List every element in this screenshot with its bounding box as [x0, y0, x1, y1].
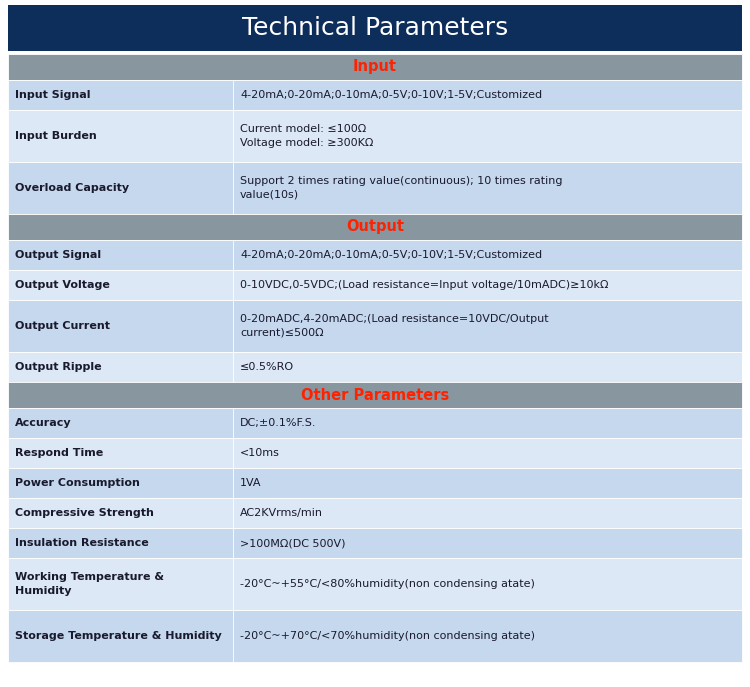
Bar — [8, 300, 742, 352]
Text: Output: Output — [346, 220, 404, 234]
Text: Power Consumption: Power Consumption — [15, 478, 140, 488]
Text: Support 2 times rating value(continuous); 10 times rating
value(10s): Support 2 times rating value(continuous)… — [240, 177, 562, 200]
Bar — [8, 5, 742, 51]
Bar — [8, 438, 742, 468]
Text: Output Ripple: Output Ripple — [15, 362, 102, 372]
Text: AC2KVrms/min: AC2KVrms/min — [240, 508, 323, 518]
Bar — [8, 408, 742, 438]
Bar — [8, 110, 742, 162]
Bar — [8, 80, 742, 110]
Text: Accuracy: Accuracy — [15, 418, 72, 428]
Text: 4-20mA;0-20mA;0-10mA;0-5V;0-10V;1-5V;Customized: 4-20mA;0-20mA;0-10mA;0-5V;0-10V;1-5V;Cus… — [240, 250, 542, 260]
Bar — [8, 240, 742, 270]
Bar — [8, 382, 742, 408]
Bar — [8, 214, 742, 240]
Text: DC;±0.1%F.S.: DC;±0.1%F.S. — [240, 418, 316, 428]
Bar — [8, 558, 742, 610]
Text: Working Temperature &
Humidity: Working Temperature & Humidity — [15, 572, 164, 596]
Text: Input Burden: Input Burden — [15, 131, 97, 141]
Text: Technical Parameters: Technical Parameters — [242, 16, 509, 40]
Text: -20°C~+70°C/<70%humidity(non condensing atate): -20°C~+70°C/<70%humidity(non condensing … — [240, 631, 535, 641]
Text: Output Voltage: Output Voltage — [15, 280, 110, 290]
Bar — [8, 528, 742, 558]
Bar — [8, 352, 742, 382]
Text: Overload Capacity: Overload Capacity — [15, 183, 129, 193]
Text: Storage Temperature & Humidity: Storage Temperature & Humidity — [15, 631, 222, 641]
Text: Current model: ≤100Ω
Voltage model: ≥300KΩ: Current model: ≤100Ω Voltage model: ≥300… — [240, 124, 374, 148]
Text: Input: Input — [353, 60, 397, 74]
Text: -20°C~+55°C/<80%humidity(non condensing atate): -20°C~+55°C/<80%humidity(non condensing … — [240, 579, 535, 589]
Text: ≤0.5%RO: ≤0.5%RO — [240, 362, 294, 372]
Text: Output Current: Output Current — [15, 321, 110, 331]
Bar — [8, 270, 742, 300]
Bar — [8, 162, 742, 214]
Text: Other Parameters: Other Parameters — [301, 387, 449, 403]
Text: 0-10VDC,0-5VDC;(Load resistance=Input voltage/10mADC)≥10kΩ: 0-10VDC,0-5VDC;(Load resistance=Input vo… — [240, 280, 608, 290]
Text: Output Signal: Output Signal — [15, 250, 101, 260]
Text: 1VA: 1VA — [240, 478, 262, 488]
Text: 4-20mA;0-20mA;0-10mA;0-5V;0-10V;1-5V;Customized: 4-20mA;0-20mA;0-10mA;0-5V;0-10V;1-5V;Cus… — [240, 90, 542, 100]
Text: Input Signal: Input Signal — [15, 90, 91, 100]
Text: Respond Time: Respond Time — [15, 448, 104, 458]
Bar — [8, 54, 742, 80]
Text: >100MΩ(DC 500V): >100MΩ(DC 500V) — [240, 538, 346, 548]
Text: <10ms: <10ms — [240, 448, 280, 458]
Bar — [8, 610, 742, 662]
Text: 0-20mADC,4-20mADC;(Load resistance=10VDC/Output
current)≤500Ω: 0-20mADC,4-20mADC;(Load resistance=10VDC… — [240, 315, 548, 337]
Text: Compressive Strength: Compressive Strength — [15, 508, 154, 518]
Text: Insulation Resistance: Insulation Resistance — [15, 538, 149, 548]
Bar — [8, 498, 742, 528]
Bar — [8, 468, 742, 498]
